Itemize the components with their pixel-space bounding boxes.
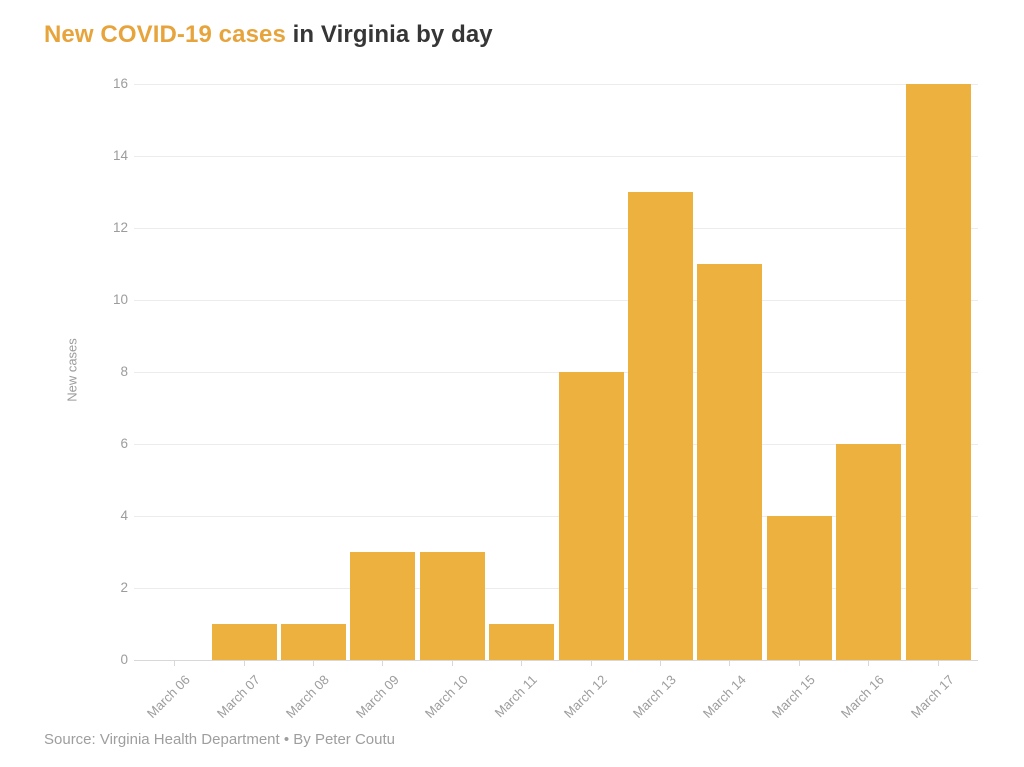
gridline bbox=[134, 227, 978, 229]
x-tick-mark bbox=[729, 660, 731, 666]
y-tick-label: 0 bbox=[120, 652, 128, 667]
x-tick-mark bbox=[243, 660, 245, 666]
gridline bbox=[134, 371, 978, 373]
y-tick-label: 4 bbox=[120, 508, 128, 523]
bar bbox=[905, 84, 971, 660]
x-tick-mark bbox=[868, 660, 870, 666]
y-tick-label: 8 bbox=[120, 364, 128, 379]
x-tick-label-text: March 17 bbox=[907, 672, 957, 721]
gridline bbox=[134, 515, 978, 517]
y-tick-label: 12 bbox=[112, 220, 128, 235]
x-tick-mark bbox=[451, 660, 453, 666]
bar bbox=[836, 444, 902, 660]
y-tick-label: 2 bbox=[120, 580, 128, 595]
bar bbox=[419, 552, 485, 660]
page-title-highlight: New COVID-19 cases bbox=[44, 21, 286, 48]
gridline bbox=[134, 299, 978, 301]
x-tick-mark bbox=[798, 660, 800, 666]
bar bbox=[211, 624, 277, 660]
bar bbox=[350, 552, 416, 660]
x-tick-mark bbox=[382, 660, 384, 666]
y-tick-label: 10 bbox=[112, 292, 128, 307]
gridline bbox=[134, 155, 978, 157]
bar bbox=[697, 264, 763, 660]
source-line: Source: Virginia Health Department • By … bbox=[44, 731, 395, 748]
gridline bbox=[134, 83, 978, 85]
x-tick-mark bbox=[174, 660, 176, 666]
x-tick-mark bbox=[660, 660, 661, 666]
bar bbox=[489, 624, 555, 660]
bar bbox=[281, 624, 346, 660]
y-tick-label: 14 bbox=[112, 148, 128, 163]
gridline bbox=[134, 587, 978, 589]
bar bbox=[628, 192, 693, 660]
x-tick-mark bbox=[521, 660, 523, 666]
page-title-rest: in Virginia by day bbox=[292, 21, 493, 48]
page-title: New COVID-19 cases in Virginia by day bbox=[44, 21, 493, 49]
y-tick-label: 6 bbox=[120, 436, 128, 451]
bar bbox=[766, 516, 832, 660]
x-tick-mark bbox=[590, 660, 592, 666]
x-tick-mark bbox=[313, 660, 314, 666]
x-axis-line bbox=[134, 659, 978, 661]
y-tick-label: 16 bbox=[112, 76, 128, 91]
x-tick-mark bbox=[937, 660, 939, 666]
bar bbox=[558, 372, 624, 660]
gridline bbox=[134, 443, 978, 445]
x-tick-label: March 17 bbox=[786, 671, 957, 721]
